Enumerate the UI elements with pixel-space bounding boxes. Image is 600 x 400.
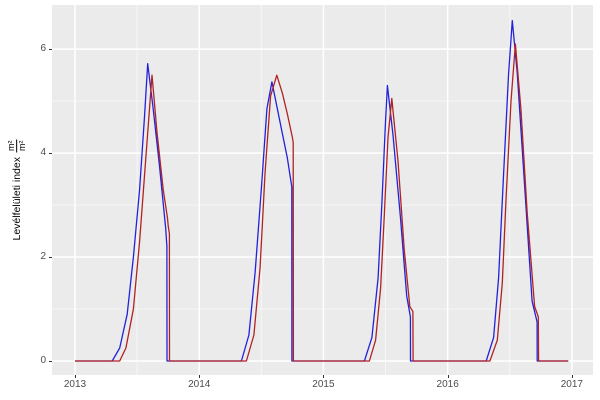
y-axis-title: Levélfelületi index m² m²: [6, 139, 28, 241]
x-tick-mark: [571, 375, 573, 378]
x-tick-label: 2017: [560, 379, 583, 390]
y-tick-label: 4: [40, 147, 46, 159]
series-line-red: [75, 43, 569, 362]
y-axis-title-text: Levélfelületi index: [11, 157, 23, 241]
x-tick-mark: [447, 375, 449, 378]
y-tick-mark: [49, 153, 52, 155]
x-tick-mark: [323, 375, 325, 378]
y-tick-label: 6: [40, 43, 46, 55]
x-tick-mark: [199, 375, 201, 378]
y-axis-unit-fraction: m² m²: [6, 139, 28, 153]
series-line-blue: [75, 19, 569, 362]
y-tick-mark: [49, 49, 52, 51]
y-axis-unit-numerator: m²: [6, 139, 18, 153]
y-axis-unit-denominator: m²: [17, 140, 28, 152]
plot-svg: [52, 5, 593, 375]
plot-panel: [52, 5, 593, 375]
x-tick-label: 2016: [436, 379, 459, 390]
x-tick-mark: [74, 375, 76, 378]
x-tick-label: 2014: [188, 379, 211, 390]
y-tick-label: 2: [40, 251, 46, 263]
x-tick-label: 2015: [312, 379, 335, 390]
y-tick-mark: [49, 360, 52, 362]
y-tick-mark: [49, 257, 52, 259]
y-tick-label: 0: [40, 354, 46, 366]
x-tick-label: 2013: [63, 379, 87, 390]
